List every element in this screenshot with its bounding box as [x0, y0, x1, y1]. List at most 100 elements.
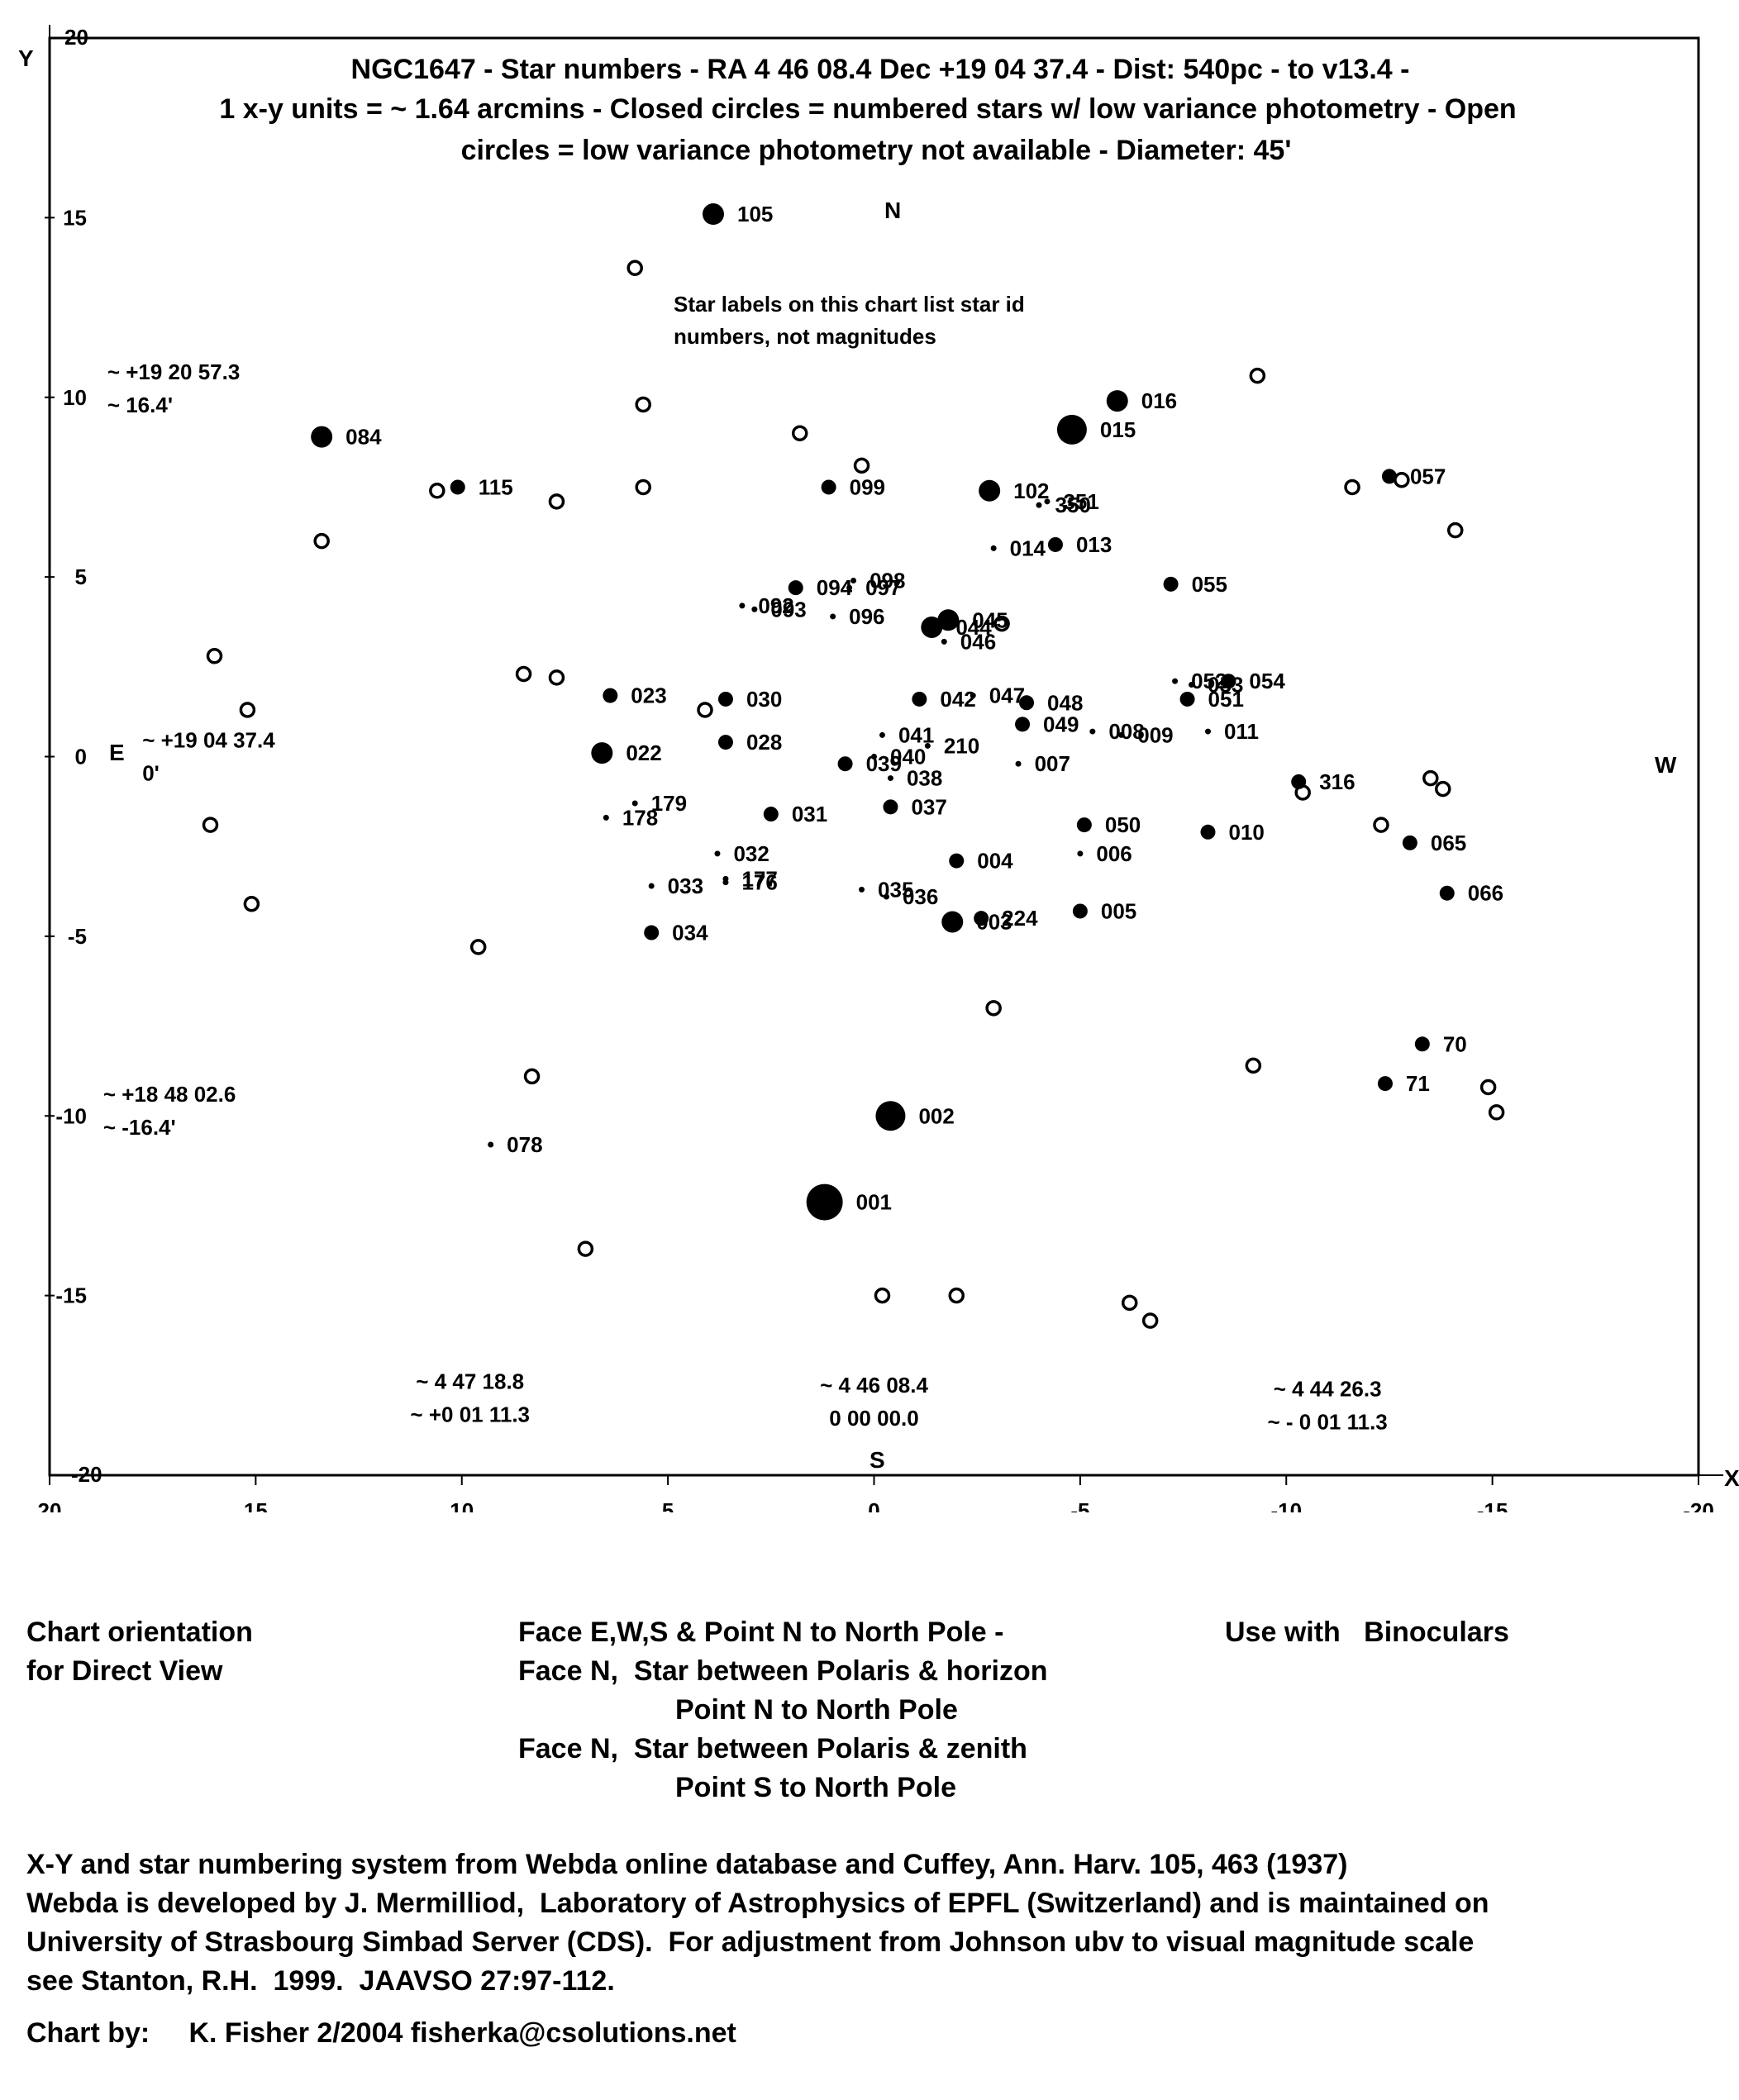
star-id-label: 084: [345, 425, 382, 450]
orientation-heading-line-1: Chart orientation: [26, 1617, 253, 1648]
closed-star-marker: [717, 691, 733, 707]
closed-star-marker: [763, 807, 779, 822]
star-id-label: 70: [1443, 1031, 1467, 1056]
open-star-marker: [515, 665, 532, 683]
closed-star-marker: [830, 613, 836, 620]
open-star-marker: [429, 483, 445, 499]
open-star-marker: [985, 1000, 1002, 1017]
y-tick-label: 15: [63, 205, 87, 230]
open-star-marker: [469, 939, 487, 955]
coordinate-annotation-line: ~ 16.4': [107, 393, 173, 417]
star-id-label: 046: [960, 629, 996, 654]
closed-star-marker: [850, 577, 857, 583]
closed-star-marker: [1015, 760, 1022, 767]
star-id-label: 048: [1047, 690, 1083, 715]
credit-line-2: Webda is developed by J. Mermilliod, Lab…: [26, 1888, 1489, 1919]
closed-star-marker: [603, 814, 609, 821]
closed-star-marker: [1439, 885, 1455, 901]
star-id-label: 013: [1076, 532, 1112, 557]
star-id-label: 011: [1224, 719, 1259, 744]
star-id-label: 022: [626, 740, 661, 765]
open-star-marker: [243, 895, 260, 912]
closed-star-marker: [603, 688, 618, 703]
coordinate-annotation-line: 0 00 00.0: [829, 1406, 918, 1431]
open-star-marker: [1435, 780, 1451, 798]
star-id-label: 066: [1468, 881, 1503, 906]
instruction-line-3: Point N to North Pole: [675, 1694, 958, 1726]
credit-line-1: X-Y and star numbering system from Webda…: [26, 1849, 1348, 1880]
open-star-marker: [206, 648, 223, 664]
closed-star-marker: [979, 479, 1001, 502]
x-tick-label: 0: [868, 1498, 879, 1512]
x-tick-label: -10: [1270, 1498, 1302, 1512]
star-id-label: 092: [758, 593, 793, 618]
star-id-label: 042: [940, 687, 975, 712]
instruction-line-1: Face E,W,S & Point N to North Pole -: [518, 1617, 1004, 1648]
open-star-marker: [1344, 479, 1360, 496]
star-id-label: 045: [972, 607, 1008, 632]
closed-star-marker: [591, 742, 613, 764]
star-id-label: 098: [870, 568, 905, 593]
star-id-label: 037: [911, 794, 946, 819]
label-note: Star labels on this chart list star id n…: [674, 292, 1025, 349]
star-id-label: 093: [770, 597, 806, 621]
star-id-label: 350: [1055, 493, 1091, 517]
chart-author-text: Chart by: K. Fisher 2/2004 fisherka@csol…: [26, 2017, 736, 2049]
chart-author: Chart by: K. Fisher 2/2004 fisherka@csol…: [26, 2014, 736, 2053]
note-line-2: numbers, not magnitudes: [674, 324, 936, 349]
closed-star-marker: [1414, 1036, 1430, 1052]
closed-star-marker: [990, 545, 997, 551]
closed-star-marker: [648, 883, 655, 889]
coordinate-annotation-line: ~ 4 44 26.3: [1274, 1376, 1382, 1401]
x-tick-label: 10: [450, 1498, 474, 1512]
open-star-marker: [1245, 1057, 1262, 1074]
closed-star-marker: [1089, 728, 1096, 735]
y-tick-top: 20: [64, 25, 88, 50]
credit-line-4: see Stanton, R.H. 1999. JAAVSO 27:97-112…: [26, 1965, 615, 1997]
axis-y-letter: Y: [18, 45, 34, 71]
direction-south: S: [870, 1447, 885, 1473]
star-id-label: 009: [1137, 722, 1173, 747]
orientation-heading-line-2: for Direct View: [26, 1655, 223, 1687]
x-tick-label: -15: [1477, 1498, 1508, 1512]
star-id-label: 031: [792, 802, 827, 826]
y-tick-label: -5: [68, 924, 87, 949]
closed-star-marker: [941, 638, 947, 645]
credits: X-Y and star numbering system from Webda…: [26, 1845, 1489, 2001]
star-id-label: 210: [944, 733, 979, 758]
star-id-label: 015: [1100, 417, 1136, 442]
direction-east: E: [109, 740, 125, 765]
open-star-marker: [1373, 817, 1389, 833]
closed-star-marker: [912, 691, 927, 707]
open-star-marker: [1141, 1312, 1159, 1329]
closed-star-marker: [846, 584, 853, 591]
closed-star-marker: [488, 1141, 494, 1148]
closed-star-marker: [1189, 682, 1195, 688]
closed-star-marker: [1015, 717, 1031, 732]
star-id-label: 006: [1096, 841, 1132, 866]
star-id-label: 351: [1063, 489, 1098, 514]
closed-star-marker: [937, 609, 960, 631]
star-id-label: 054: [1249, 669, 1285, 693]
star-id-label: 096: [849, 604, 884, 629]
y-tick-label: 0: [75, 745, 87, 769]
closed-star-marker: [1056, 414, 1087, 445]
closed-star-marker: [875, 1101, 906, 1131]
open-star-marker: [791, 425, 808, 441]
closed-star-marker: [924, 742, 931, 749]
open-star-marker: [313, 532, 330, 550]
title-line-2: 1 x-y units = ~ 1.64 arcmins - Closed ci…: [219, 93, 1516, 125]
open-star-marker: [948, 1287, 965, 1304]
closed-star-marker: [1377, 1076, 1393, 1092]
coordinate-annotation-line: ~ -16.4': [103, 1115, 176, 1140]
star-id-label: 316: [1319, 769, 1355, 794]
closed-star-marker: [1402, 835, 1417, 850]
direction-west: W: [1655, 752, 1677, 778]
y-tick-bottom: -20: [71, 1462, 102, 1487]
star-id-label: 078: [507, 1132, 542, 1157]
closed-star-marker: [644, 925, 660, 940]
closed-star-marker: [949, 853, 965, 869]
star-id-label: 099: [850, 474, 885, 499]
star-id-label: 050: [1105, 812, 1141, 837]
title-line-1: NGC1647 - Star numbers - RA 4 46 08.4 De…: [351, 54, 1410, 85]
